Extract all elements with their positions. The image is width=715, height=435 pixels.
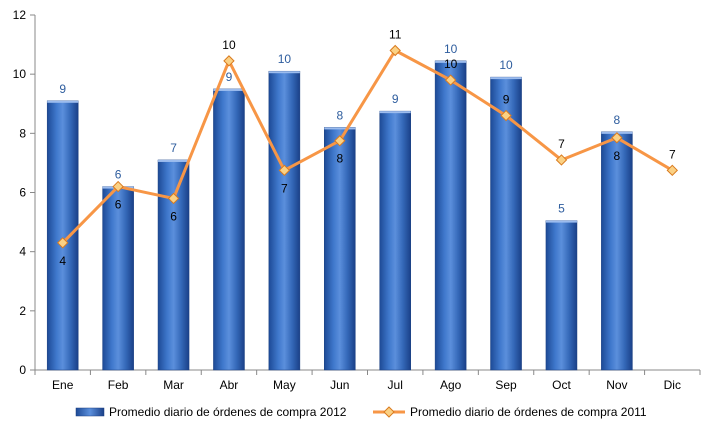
x-tick-label: Nov [606,378,627,392]
line-2011-point [278,164,291,177]
legend: Promedio diario de órdenes de compra 201… [75,405,647,419]
bar-2012-data-label: 9 [392,92,399,106]
x-axis: Ene Feb Mar Abr May Jun Jul Ago Sep Oct Nov Dic [34,369,701,392]
bar-2012-top-highlight [158,159,190,162]
line-2011-point [112,180,124,193]
bar-2012-data-label: 10 [499,58,513,72]
bar-2012-top-highlight [435,60,467,63]
bar-series-2012 [46,60,633,371]
x-tick-label: Dic [664,378,681,392]
line-2011-path [61,49,674,244]
bar-2012-data-label: 7 [170,141,177,155]
y-tick-label: 4 [19,245,26,259]
line-2011-data-label: 9 [503,93,510,107]
y-tick-label: 2 [19,304,26,318]
x-tick-label: Abr [220,378,239,392]
x-tick-label: May [273,378,296,392]
line-2011-point [57,237,69,249]
bar-2012 [102,186,134,371]
x-tick-label: Oct [552,378,571,392]
line-2011-data-label: 10 [222,38,236,52]
bar-2012 [545,220,578,371]
x-tick-label: Mar [163,378,184,392]
bar-2012 [490,76,522,371]
bar-2012-top-highlight [379,111,411,114]
bar-2012-top-highlight [268,71,300,74]
line-2011-data-label: 7 [669,147,676,161]
line-2011-point [444,74,457,86]
y-axis: 0 2 4 6 8 10 12 [13,8,36,377]
bar-2012 [213,88,245,371]
bar-2012-data-label: 10 [444,42,458,56]
y-tick-label: 6 [19,186,26,200]
line-2011-data-label: 11 [389,28,402,42]
bar-2012-top-highlight [545,220,577,223]
x-tick-label: Ene [52,378,74,392]
bar-2012-top-highlight [324,127,356,130]
line-2011-point [500,109,512,122]
legend-label-2012: Promedio diario de órdenes de compra 201… [109,405,347,419]
x-tick-label: Jul [388,378,403,392]
line-2011-point [555,154,568,166]
legend-swatch-2011-marker [383,406,395,418]
bar-2012 [379,110,411,371]
bar-2012-data-label: 8 [336,108,343,122]
line-2011-point [389,44,401,57]
line-2011-point [666,164,678,177]
bar-2012-top-highlight [490,77,522,80]
y-tick-label: 10 [13,67,27,81]
bar-2012-data-label: 6 [115,168,122,182]
bar-2012-data-label: 10 [278,52,292,66]
line-2011-point [334,135,346,147]
x-tick-label: Ago [440,378,462,392]
line-series-2011 [57,44,678,249]
line-2011-data-label: 8 [614,149,621,163]
legend-swatch-2012 [75,407,105,417]
y-tick-label: 8 [19,126,26,140]
bar-2012-data-label: 5 [558,202,565,216]
bar-2012 [46,100,79,371]
line-2011-data-label: 4 [59,254,66,268]
legend-label-2011: Promedio diario de órdenes de compra 201… [410,405,647,419]
line-2011-point [223,55,235,67]
line-2011-data-label: 7 [558,137,565,151]
bar-2012 [601,131,633,371]
bar-2012-top-highlight [47,100,79,103]
line-2011-data-label: 6 [170,209,177,223]
bar-2012-top-highlight [213,88,245,91]
x-tick-label: Sep [495,378,517,392]
bar-2012 [434,60,467,371]
bar-2012 [268,70,301,371]
bar-2012-data-label: 9 [226,70,233,84]
x-tick-label: Jun [330,378,349,392]
line-2011-data-label: 10 [444,57,458,71]
bar-2012-data-label: 9 [59,82,66,96]
line-2011-data-label: 7 [281,181,288,195]
y-tick-label: 0 [19,363,26,377]
y-tick-label: 12 [13,8,27,22]
bar-2012 [157,159,190,371]
line-2011-data-label: 8 [336,152,343,166]
bar-2012 [324,127,356,371]
line-2011-point [611,132,623,144]
x-tick-label: Feb [108,378,129,392]
line-2011-data-label: 6 [115,198,122,212]
bar-2012-data-label: 8 [614,113,621,127]
line-2011-point [167,192,180,205]
